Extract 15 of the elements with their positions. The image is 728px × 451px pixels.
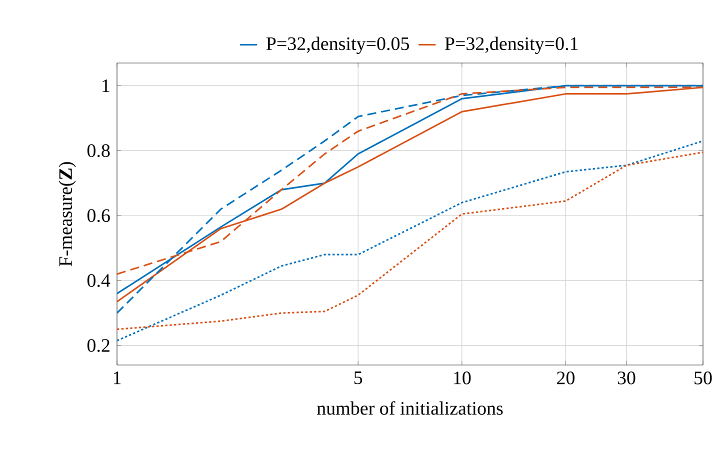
legend-label: P=32,density=0.05 — [266, 36, 410, 54]
x-tick-label: 30 — [618, 372, 636, 384]
legend-label: P=32,density=0.1 — [444, 36, 578, 54]
x-tick-label: 1 — [114, 372, 121, 384]
y-tick-label: 0.8 — [87, 144, 110, 158]
y-axis-title: F-measure(Z) — [58, 162, 76, 266]
y-tick-label: 0.2 — [87, 339, 110, 352]
x-tick-label: 5 — [354, 372, 362, 384]
x-axis-title: number of initializations — [317, 401, 503, 415]
x-tick-label: 50 — [694, 372, 712, 384]
x-tick-label: 20 — [557, 372, 574, 384]
x-tick-label: 10 — [454, 372, 471, 384]
y-tick-label: 0.6 — [87, 209, 110, 222]
y-tick-label: 0.4 — [87, 274, 110, 288]
y-tick-label: 1 — [102, 79, 110, 92]
